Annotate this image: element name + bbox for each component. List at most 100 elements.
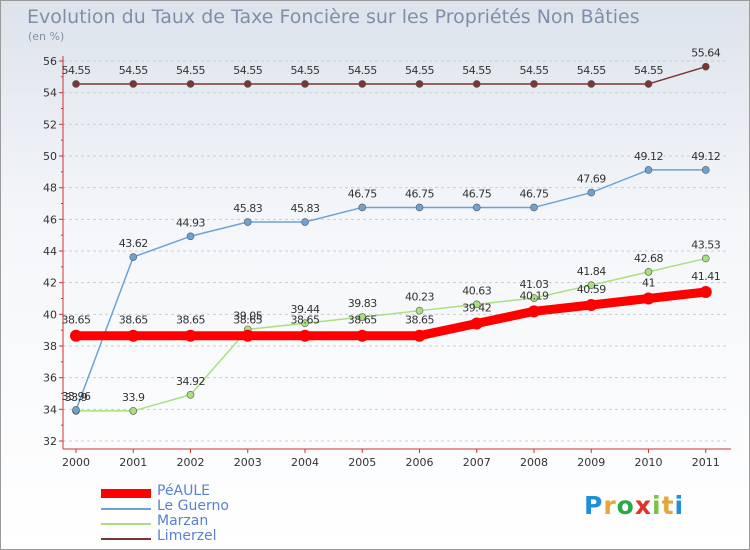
data-point bbox=[587, 80, 596, 88]
data-label: 38.65 bbox=[119, 314, 148, 327]
y-tick-label: 48 bbox=[43, 182, 57, 195]
logo-letter: x bbox=[634, 491, 652, 520]
data-point bbox=[301, 319, 309, 328]
series-line-péaule bbox=[71, 287, 711, 341]
data-label: 41.03 bbox=[520, 278, 549, 291]
y-tick-label: 52 bbox=[43, 118, 57, 131]
data-label: 46.75 bbox=[405, 187, 434, 200]
data-label: 40.19 bbox=[520, 289, 549, 302]
chart-title: Evolution du Taux de Taxe Foncière sur l… bbox=[27, 6, 640, 28]
proxiti-logo: Proxiti bbox=[584, 491, 684, 520]
y-tick-label: 46 bbox=[43, 213, 57, 226]
data-label: 46.75 bbox=[520, 187, 549, 200]
data-label: 39.05 bbox=[233, 309, 262, 322]
data-label: 43.62 bbox=[119, 237, 148, 250]
data-label: 42.68 bbox=[634, 252, 663, 265]
logo-letter: t bbox=[661, 491, 675, 520]
data-point bbox=[585, 298, 598, 311]
legend-swatch bbox=[101, 489, 151, 498]
data-label: 54.55 bbox=[634, 64, 663, 77]
data-point bbox=[530, 80, 538, 88]
data-label: 54.55 bbox=[176, 64, 205, 77]
legend-swatch bbox=[101, 538, 151, 540]
data-point bbox=[358, 203, 367, 212]
data-label: 54.55 bbox=[291, 64, 320, 77]
series-line-marzan bbox=[75, 257, 707, 412]
data-point bbox=[70, 329, 82, 342]
x-tick-label: 2008 bbox=[520, 456, 548, 469]
data-label: 38.65 bbox=[405, 314, 434, 327]
x-tick-label: 2000 bbox=[62, 456, 90, 469]
data-point bbox=[644, 166, 653, 174]
data-label: 41.41 bbox=[691, 270, 720, 283]
data-point bbox=[243, 80, 252, 88]
series-line-le-guerno bbox=[75, 169, 707, 411]
logo-letter: i bbox=[652, 491, 662, 520]
y-tick-label: 36 bbox=[43, 372, 57, 385]
data-label: 44.93 bbox=[176, 216, 205, 229]
data-label: 39.42 bbox=[462, 302, 491, 315]
legend-label: PéAULE bbox=[157, 483, 211, 499]
y-tick-label: 34 bbox=[43, 403, 57, 416]
data-point bbox=[472, 203, 481, 212]
data-point bbox=[358, 80, 367, 88]
y-tick-label: 42 bbox=[43, 277, 57, 290]
x-tick-label: 2007 bbox=[463, 456, 491, 469]
data-label: 46.75 bbox=[348, 187, 377, 200]
y-tick-label: 54 bbox=[43, 87, 57, 100]
data-label: 54.55 bbox=[348, 64, 377, 77]
data-label: 39.83 bbox=[348, 297, 377, 310]
data-label: 54.55 bbox=[119, 64, 148, 77]
data-point bbox=[415, 80, 424, 88]
data-point bbox=[470, 317, 483, 330]
data-point bbox=[241, 329, 254, 342]
logo-letter: P bbox=[584, 491, 604, 520]
data-label: 49.12 bbox=[691, 150, 720, 163]
logo-letter: r bbox=[603, 491, 617, 520]
data-label: 49.12 bbox=[634, 150, 663, 163]
unit-label: (en %) bbox=[28, 30, 65, 43]
data-label: 38.65 bbox=[176, 314, 205, 327]
x-tick-label: 2006 bbox=[406, 456, 434, 469]
x-tick-label: 2001 bbox=[119, 456, 147, 469]
legend-swatch bbox=[101, 508, 151, 510]
legend-label: Limerzel bbox=[157, 528, 217, 544]
data-label: 40.59 bbox=[577, 283, 606, 296]
data-label: 47.69 bbox=[577, 173, 606, 186]
data-label: 54.55 bbox=[405, 64, 434, 77]
data-point bbox=[127, 329, 140, 342]
data-point bbox=[413, 329, 426, 342]
data-point bbox=[129, 80, 138, 88]
data-label: 38.65 bbox=[348, 314, 377, 327]
data-label: 38.65 bbox=[62, 314, 91, 327]
y-tick-label: 50 bbox=[43, 150, 57, 163]
data-label: 40.23 bbox=[405, 291, 434, 304]
data-point bbox=[530, 203, 538, 212]
data-label: 41.84 bbox=[577, 265, 606, 278]
data-point bbox=[415, 306, 424, 315]
legend-swatch bbox=[101, 523, 151, 525]
data-label: 45.83 bbox=[233, 202, 262, 215]
legend-label: Le Guerno bbox=[157, 498, 229, 514]
data-point bbox=[472, 300, 481, 309]
x-tick-label: 2009 bbox=[577, 456, 605, 469]
data-point bbox=[415, 203, 424, 212]
data-label: 54.55 bbox=[233, 64, 262, 77]
data-point bbox=[701, 254, 710, 263]
x-tick-label: 2003 bbox=[234, 456, 262, 469]
legend-label: Marzan bbox=[157, 513, 209, 529]
logo-letter: o bbox=[616, 491, 635, 520]
data-label: 40.63 bbox=[462, 284, 491, 297]
series-line-limerzel bbox=[75, 65, 707, 85]
data-point bbox=[644, 80, 653, 88]
data-point bbox=[129, 407, 138, 415]
y-tick-label: 32 bbox=[43, 435, 57, 448]
data-point bbox=[243, 218, 252, 226]
data-point bbox=[129, 253, 138, 261]
data-label: 45.83 bbox=[291, 202, 320, 215]
data-point bbox=[301, 80, 309, 88]
data-point bbox=[186, 80, 195, 88]
data-point bbox=[699, 286, 712, 299]
y-tick-label: 38 bbox=[43, 340, 57, 353]
